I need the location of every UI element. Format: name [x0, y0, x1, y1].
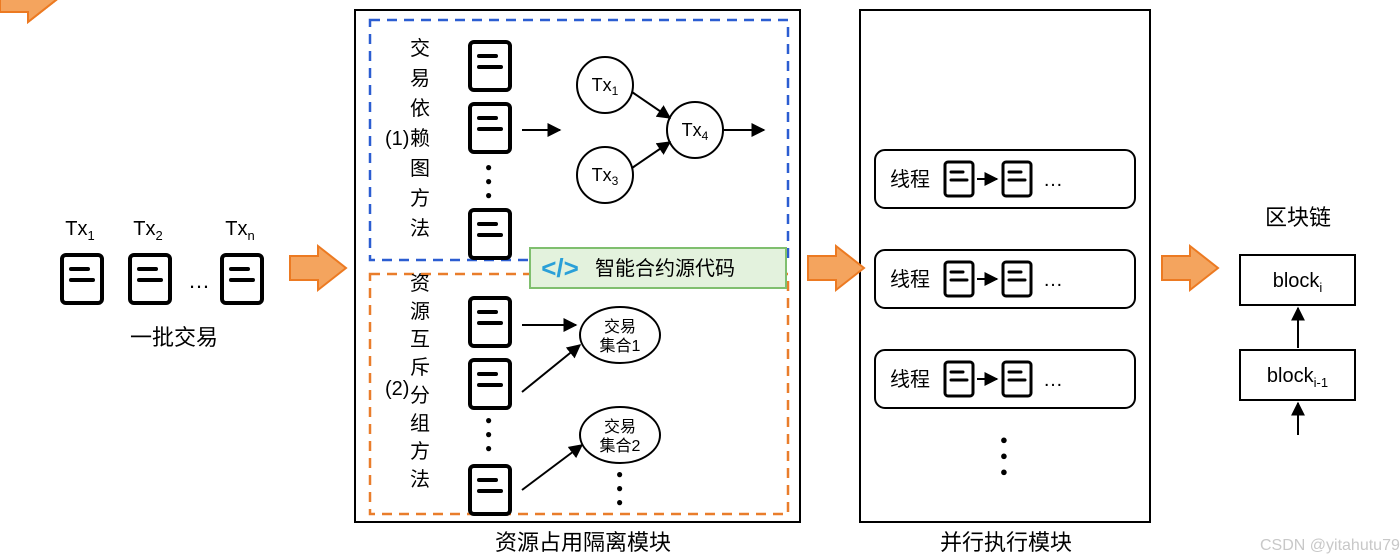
svg-text:blocki: blocki	[1273, 270, 1323, 295]
svg-text:●: ●	[485, 441, 492, 455]
svg-text:组: 组	[410, 412, 430, 435]
method-1-index: (1)	[385, 128, 409, 150]
doc-icon	[470, 104, 510, 152]
svg-text:●: ●	[1000, 464, 1008, 479]
svg-text:●: ●	[485, 160, 492, 174]
watermark: CSDN @yitahutu79	[1260, 537, 1400, 554]
code-icon: </>	[541, 253, 579, 283]
doc-icon	[470, 466, 510, 514]
svg-text:…: …	[1043, 369, 1063, 391]
svg-text:●: ●	[1000, 432, 1008, 447]
svg-text:●: ●	[485, 413, 492, 427]
svg-text:集合1: 集合1	[600, 337, 641, 355]
svg-text:赖: 赖	[410, 127, 430, 150]
doc-icon	[945, 262, 973, 296]
doc-icon	[470, 298, 510, 346]
svg-text:●: ●	[616, 481, 623, 495]
input-label: 一批交易	[130, 325, 218, 350]
svg-text:法: 法	[410, 217, 430, 240]
tx-label: Txn	[225, 218, 254, 243]
svg-text:交易: 交易	[604, 318, 636, 336]
doc-icon	[1003, 362, 1031, 396]
svg-text:法: 法	[410, 468, 430, 491]
tx-label: Tx2	[133, 218, 162, 243]
method-2-index: (2)	[385, 378, 409, 400]
parallel-module-label: 并行执行模块	[940, 530, 1072, 555]
blockchain-title: 区块链	[1265, 205, 1331, 230]
svg-text:互: 互	[410, 329, 430, 351]
code-label: 智能合约源代码	[595, 257, 735, 280]
ellipsis-dots: ●	[485, 174, 492, 188]
svg-text:…: …	[188, 268, 210, 293]
svg-text:●: ●	[616, 467, 623, 481]
doc-icon	[945, 362, 973, 396]
flow-arrow	[290, 246, 346, 290]
svg-text:依: 依	[410, 97, 430, 120]
doc-icon	[130, 255, 170, 303]
flow-arrow	[1162, 246, 1218, 290]
doc-icon	[470, 360, 510, 408]
doc-icon	[62, 255, 102, 303]
svg-text:●: ●	[485, 427, 492, 441]
svg-text:交: 交	[410, 37, 430, 60]
doc-icon	[945, 162, 973, 196]
svg-text:资: 资	[410, 272, 430, 295]
tx-label: Tx1	[65, 218, 94, 243]
svg-text:源: 源	[410, 300, 430, 323]
svg-text:分: 分	[410, 384, 430, 407]
svg-text:集合2: 集合2	[600, 437, 641, 455]
doc-icon	[1003, 162, 1031, 196]
doc-icon	[222, 255, 262, 303]
thread-label: 线程	[890, 368, 930, 391]
svg-text:易: 易	[410, 68, 430, 90]
svg-text:●: ●	[1000, 448, 1008, 463]
doc-icon	[1003, 262, 1031, 296]
svg-text:图: 图	[410, 158, 430, 180]
input-batch: Tx1 Tx2 Txn … 一批交易	[62, 218, 262, 350]
svg-text:交易: 交易	[604, 418, 636, 436]
thread-label: 线程	[890, 168, 930, 191]
svg-text:方: 方	[410, 187, 430, 210]
svg-text:●: ●	[616, 495, 623, 509]
svg-text:方: 方	[410, 440, 430, 463]
doc-icon	[470, 210, 510, 258]
svg-text:斥: 斥	[410, 356, 430, 379]
isolation-module-label: 资源占用隔离模块	[495, 530, 671, 555]
svg-text:●: ●	[485, 188, 492, 202]
flow-arrow	[808, 246, 864, 290]
doc-icon	[470, 42, 510, 90]
svg-text:…: …	[1043, 269, 1063, 291]
svg-text:…: …	[1043, 169, 1063, 191]
thread-label: 线程	[890, 268, 930, 291]
